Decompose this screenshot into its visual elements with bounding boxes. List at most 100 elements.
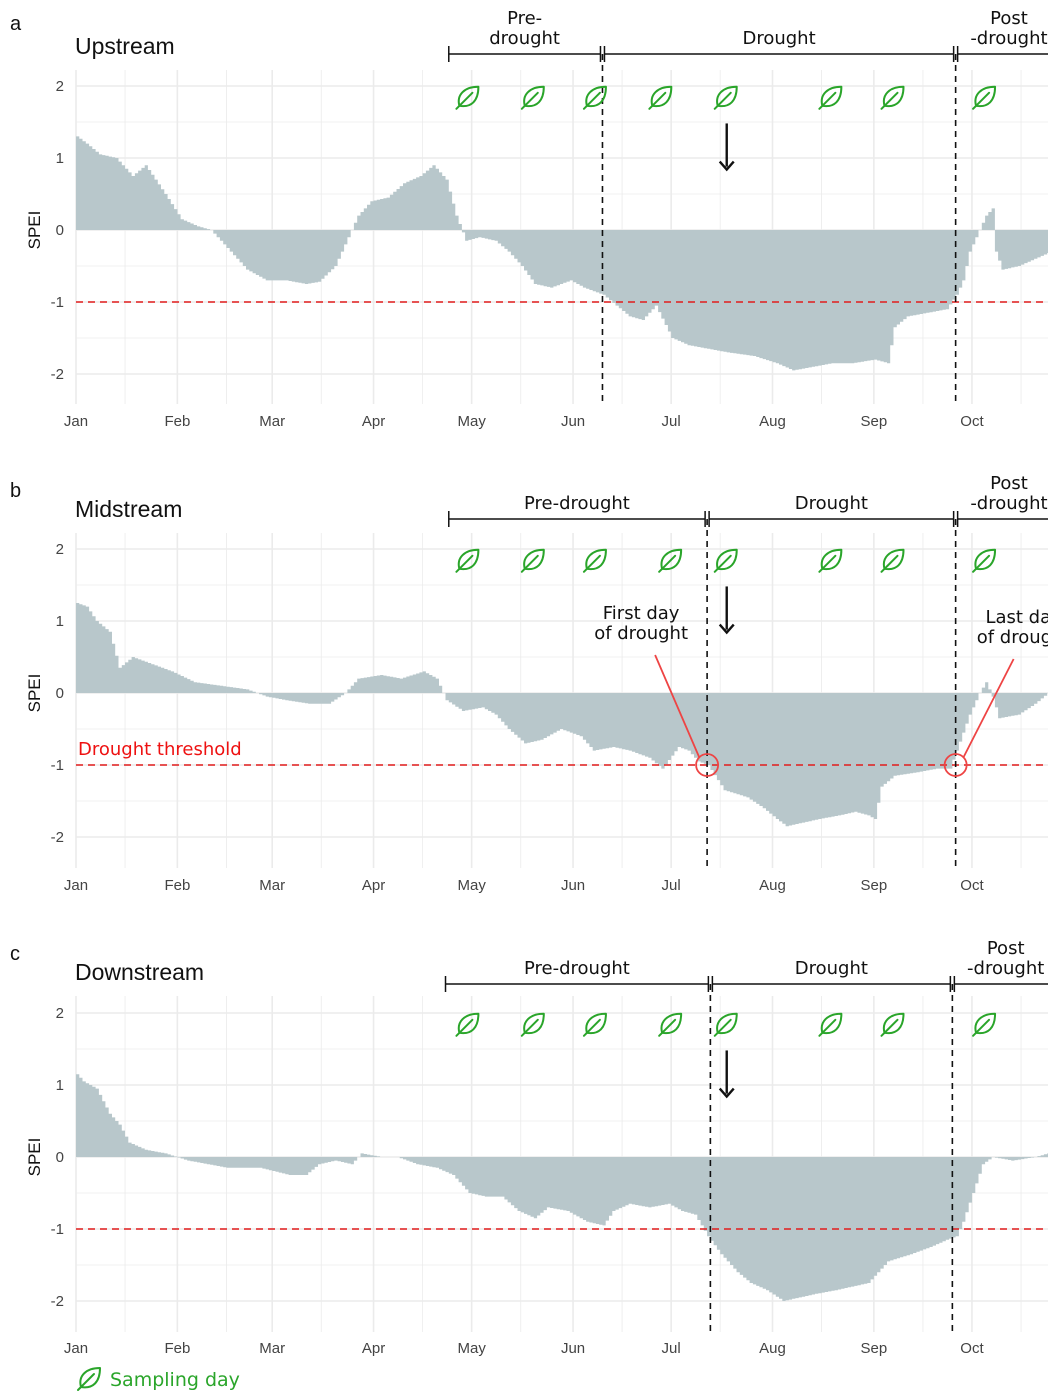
leaf-stem — [455, 1018, 474, 1037]
leaf-icon — [520, 1012, 545, 1037]
x-tick-label: Apr — [362, 1340, 385, 1357]
leaf-stem — [520, 554, 539, 573]
y-tick-label: -2 — [51, 1293, 64, 1310]
y-axis-label: SPEI — [25, 211, 44, 250]
x-tick-label: Mar — [259, 413, 285, 430]
leaf-icon — [658, 548, 683, 573]
leaf-outline — [820, 85, 843, 108]
phase-label: Pre-drought — [524, 958, 630, 979]
leaf-outline — [660, 1012, 683, 1035]
leaf-stem — [818, 91, 837, 110]
panel-title: Midstream — [75, 496, 182, 522]
leaf-stem — [713, 554, 732, 573]
phase-label: Pre-drought — [489, 8, 560, 49]
x-tick-label: Oct — [960, 877, 984, 894]
y-tick-label: 1 — [56, 1077, 64, 1094]
y-tick-label: 0 — [56, 222, 64, 239]
leaf-stem — [648, 91, 667, 110]
leaf-icon — [880, 548, 905, 573]
x-tick-label: Apr — [362, 413, 385, 430]
panel-title: Upstream — [75, 33, 175, 59]
y-axis-label: SPEI — [25, 674, 44, 713]
leaf-icon — [520, 548, 545, 573]
x-tick-label: Mar — [259, 1340, 285, 1357]
panel-letter: b — [10, 480, 21, 502]
phase-label: Drought — [795, 958, 868, 979]
x-tick-label: Oct — [960, 1340, 984, 1357]
leaf-stem — [455, 554, 474, 573]
leaf-stem — [582, 1018, 601, 1037]
leaf-icon — [77, 1367, 101, 1391]
y-tick-label: 0 — [56, 685, 64, 702]
leaf-outline — [523, 1012, 545, 1035]
leaf-stem — [658, 554, 677, 573]
spei-area — [76, 603, 1048, 827]
phase-bracket: Post -drought — [953, 938, 1048, 992]
panel-title: Downstream — [75, 959, 204, 985]
leaf-stem — [818, 554, 837, 573]
phase-bracket: Post -drought — [956, 473, 1048, 527]
panel-letter: a — [10, 13, 22, 35]
x-tick-label: Feb — [164, 413, 190, 430]
x-tick-label: Jul — [662, 413, 681, 430]
leaf-stem — [582, 91, 601, 110]
y-tick-label: 2 — [56, 541, 64, 558]
leaf-icon — [713, 1012, 738, 1037]
phase-bracket: Drought — [708, 493, 955, 527]
phase-bracket: Drought — [603, 28, 955, 62]
leaf-outline — [523, 548, 545, 571]
leaf-outline — [820, 548, 843, 571]
x-tick-label: Jan — [64, 413, 88, 430]
x-tick-label: Jan — [64, 877, 88, 894]
leaf-icon — [818, 548, 843, 573]
phase-label: Post -drought — [967, 938, 1044, 979]
phase-bracket: Drought — [711, 958, 952, 992]
leaf-outline — [716, 548, 738, 571]
leaf-icon — [455, 548, 480, 573]
leaf-stem — [520, 1018, 539, 1037]
leaf-stem — [455, 91, 474, 110]
leaf-stem — [880, 1018, 899, 1037]
phase-bracket: Pre-drought — [448, 8, 602, 62]
x-tick-label: Feb — [164, 1340, 190, 1357]
x-tick-label: Jul — [662, 877, 681, 894]
down-arrow-icon — [718, 123, 735, 172]
phase-bracket: Pre-drought — [444, 958, 710, 992]
leaf-outline — [585, 548, 607, 571]
x-tick-label: Mar — [259, 877, 285, 894]
leaf-stem — [658, 1018, 677, 1037]
leaf-icon — [658, 1012, 683, 1037]
leaf-outline — [457, 85, 480, 108]
leaf-outline — [457, 548, 480, 571]
y-tick-label: -2 — [51, 366, 64, 383]
leaf-icon — [713, 85, 738, 110]
leaf-outline — [882, 548, 905, 571]
x-tick-label: Jul — [662, 1340, 681, 1357]
x-tick-label: Jan — [64, 1340, 88, 1357]
down-arrow-icon — [718, 1050, 735, 1099]
phase-bracket: Pre-drought — [448, 493, 706, 527]
y-tick-label: 1 — [56, 150, 64, 167]
leaf-icon — [818, 85, 843, 110]
leaf-icon — [713, 548, 738, 573]
x-tick-label: Apr — [362, 877, 385, 894]
y-tick-label: -1 — [51, 294, 64, 311]
leaf-stem — [713, 91, 732, 110]
arrow-head — [718, 623, 735, 635]
leaf-stem — [818, 1018, 837, 1037]
arrow-head — [718, 160, 735, 172]
x-tick-label: May — [457, 1340, 486, 1357]
leaf-icon — [818, 1012, 843, 1037]
leaf-stem — [520, 91, 539, 110]
leaf-outline — [660, 548, 683, 571]
leaf-icon — [455, 85, 480, 110]
leaf-outline — [457, 1012, 480, 1035]
panel-a: 2 1 0 -1 -2 SPEI Jan Feb Mar Apr May Jun Jul Aug Sep Oc… — [10, 8, 1048, 430]
leaf-stem — [582, 554, 601, 573]
leaf-stem — [972, 1018, 991, 1037]
arrow-head — [718, 1087, 735, 1099]
annotation-circle — [695, 753, 720, 777]
legend: Sampling day — [77, 1367, 240, 1391]
y-tick-label: -2 — [51, 829, 64, 846]
